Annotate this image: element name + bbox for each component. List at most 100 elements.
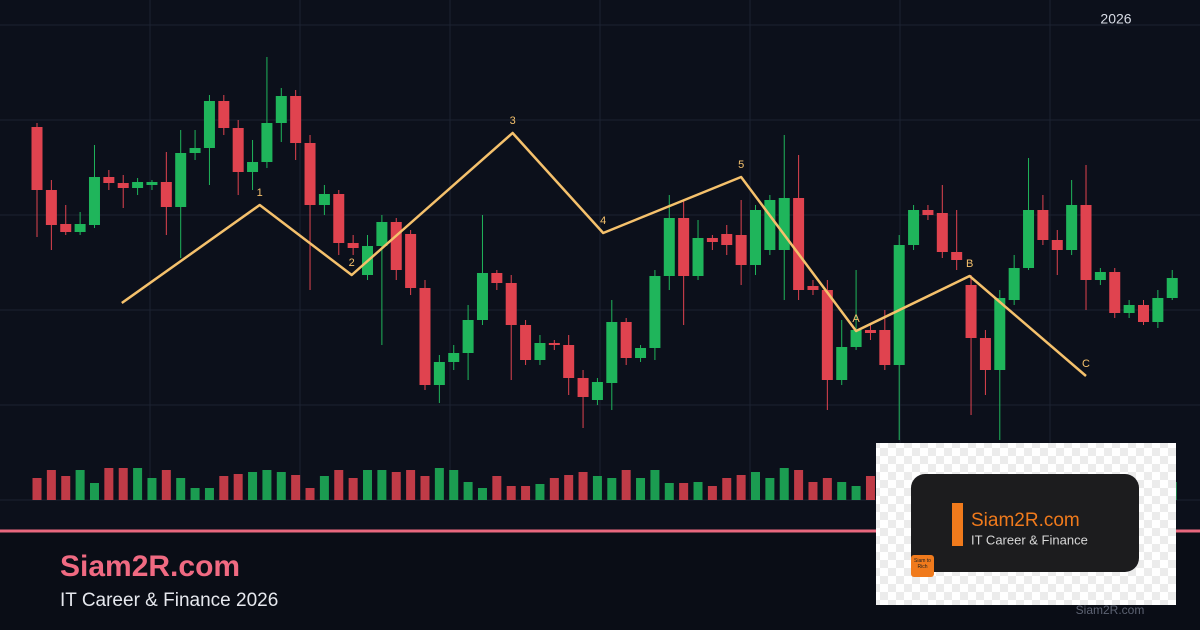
wave-label: 1 <box>257 187 263 199</box>
candle-body <box>821 290 833 380</box>
candle-body <box>1109 272 1121 313</box>
brand-title: Siam2R.com <box>60 550 240 583</box>
volume-bar <box>319 476 329 500</box>
candle-body <box>318 194 330 205</box>
candle-body <box>160 182 172 207</box>
wave-label: 3 <box>510 115 516 127</box>
volume-bar <box>851 486 861 500</box>
candle-body <box>189 148 201 153</box>
volume-bar <box>291 475 301 500</box>
volume-bar <box>305 488 315 500</box>
candle-body <box>951 252 963 260</box>
volume-bar <box>89 483 99 500</box>
volume-bar <box>607 478 617 500</box>
volume-bar <box>420 476 430 500</box>
volume-bar <box>707 486 717 500</box>
volume-bar <box>377 470 387 500</box>
logo-card <box>911 474 1139 572</box>
volume-bar <box>32 478 42 500</box>
volume-bar <box>262 470 272 500</box>
candle-body <box>491 273 503 283</box>
volume-bar <box>736 475 746 500</box>
volume-bar <box>679 483 689 500</box>
volume-bar <box>506 486 516 500</box>
candle-body <box>275 96 287 123</box>
logo-badge-text: Siam to Rich <box>914 558 931 570</box>
brand-subtitle: IT Career & Finance 2026 <box>60 590 278 611</box>
volume-bar <box>636 478 646 500</box>
candle-body <box>735 235 747 265</box>
candle-body <box>476 273 488 320</box>
candle-body <box>563 345 575 378</box>
candle-body <box>649 276 661 348</box>
wave-label: C <box>1082 358 1090 370</box>
candle-body <box>218 101 230 128</box>
volume-bar <box>190 488 200 500</box>
volume-bar <box>233 474 243 500</box>
candle-body <box>175 153 187 207</box>
logo-bar <box>952 503 963 546</box>
candle-body <box>304 143 316 205</box>
volume-bar <box>549 478 559 500</box>
candle-body <box>203 101 215 148</box>
volume-bar <box>61 476 71 500</box>
candle-body <box>1152 298 1164 322</box>
volume-bar <box>477 488 487 500</box>
candle-body <box>433 362 445 385</box>
candle-body <box>505 283 517 325</box>
candle-body <box>1051 240 1063 250</box>
candle-body <box>1066 205 1078 250</box>
wave-label: 4 <box>600 215 606 227</box>
wave-label: 5 <box>738 159 744 171</box>
candle-body <box>778 198 790 250</box>
volume-bar <box>765 478 775 500</box>
candle-body <box>807 286 819 290</box>
volume-bar <box>621 470 631 500</box>
candle-body <box>721 234 733 245</box>
candle-body <box>692 238 704 276</box>
volume-bar <box>837 482 847 500</box>
candle-body <box>1094 272 1106 280</box>
candle-body <box>1008 268 1020 300</box>
candle-body <box>1166 278 1178 298</box>
watermark: Siam2R.com <box>1076 603 1145 617</box>
candle-body <box>879 330 891 365</box>
candle-body <box>1037 210 1049 240</box>
candle-body <box>864 330 876 333</box>
volume-bar <box>434 468 444 500</box>
logo-subtitle: IT Career & Finance <box>971 532 1088 547</box>
logo-panel: Siam2R.com IT Career & Finance Siam to R… <box>876 443 1176 605</box>
candle-body <box>635 348 647 358</box>
candle-body <box>347 243 359 248</box>
volume-bar <box>822 478 832 500</box>
candle-body <box>462 320 474 353</box>
candle-body <box>1080 205 1092 280</box>
logo-badge <box>911 555 934 577</box>
candle-body <box>979 338 991 370</box>
year-label: 2026 <box>1100 11 1131 27</box>
candle-body <box>376 222 388 246</box>
candle-body <box>1137 305 1149 322</box>
candle-body <box>1123 305 1135 313</box>
candle-body <box>146 182 158 185</box>
candle-body <box>45 190 57 225</box>
volume-bar <box>391 472 401 500</box>
volume-bar <box>578 472 588 500</box>
candle-body <box>965 285 977 338</box>
volume-bar <box>751 472 760 500</box>
volume-bar <box>276 472 286 500</box>
volume-bar <box>118 468 128 500</box>
candle-body <box>793 198 805 290</box>
volume-bar <box>463 482 473 500</box>
candle-body <box>405 234 417 288</box>
candle-body <box>1023 210 1035 268</box>
volume-bar <box>564 475 574 500</box>
volume-bar <box>535 484 545 500</box>
candle-body <box>60 224 72 232</box>
candle-body <box>534 343 546 360</box>
candle-body <box>706 238 718 242</box>
logo-badge-box: Siam to Rich <box>914 558 931 570</box>
volume-bar <box>406 470 416 500</box>
volume-bar <box>808 482 818 500</box>
candle-body <box>750 210 761 265</box>
